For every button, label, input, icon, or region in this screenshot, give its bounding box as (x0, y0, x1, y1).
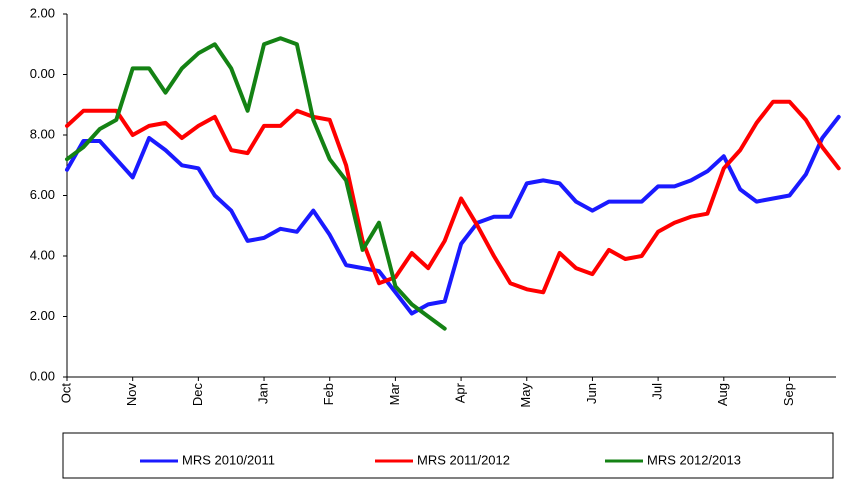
series-line (65, 36, 447, 331)
y-tick-label: 0.00 (30, 66, 55, 81)
x-tick-label: Apr (453, 382, 468, 403)
y-tick-label: 2.00 (30, 5, 55, 20)
x-tick-label: Jun (584, 383, 599, 404)
x-tick-label: Jan (255, 383, 270, 404)
x-tick-label: Jul (650, 383, 665, 400)
series-line (65, 99, 841, 295)
legend-label: MRS 2010/2011 (182, 452, 275, 467)
legend-label: MRS 2012/2013 (647, 452, 741, 467)
y-tick-label: 4.00 (30, 247, 55, 262)
x-tick-label: Dec (190, 383, 205, 407)
legend-label: MRS 2011/2012 (417, 452, 510, 467)
y-tick-label: 6.00 (30, 187, 55, 202)
legend-box (62, 432, 834, 479)
series-line (65, 114, 841, 316)
x-tick-label: Sep (781, 383, 796, 406)
y-tick-label: 0.00 (30, 368, 55, 383)
x-tick-label: May (518, 383, 533, 408)
y-tick-label: 2.00 (30, 308, 55, 323)
x-tick-label: Oct (58, 383, 73, 404)
y-tick-label: 8.00 (30, 126, 55, 141)
x-tick-label: Aug (715, 383, 730, 406)
x-tick-label: Feb (321, 383, 336, 405)
x-tick-label: Nov (124, 383, 139, 407)
x-tick-label: Mar (387, 382, 402, 405)
